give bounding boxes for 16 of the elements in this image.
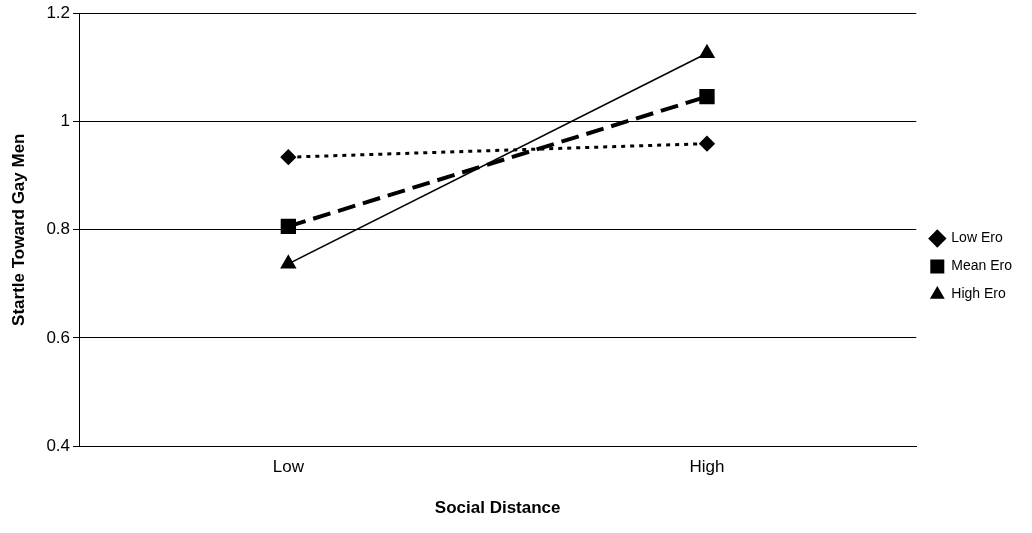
x-axis-title: Social Distance: [434, 498, 561, 518]
point: [280, 218, 297, 235]
x-tick-label: High: [689, 457, 725, 477]
point: [699, 88, 715, 105]
point: [699, 136, 715, 152]
legend-label: Mean Ero: [951, 257, 1013, 274]
y-tick-label: 0.4: [46, 435, 71, 455]
y-tick-label: 1.2: [46, 2, 71, 22]
legend-label: Low Ero: [951, 229, 1003, 246]
legend-label: High Ero: [951, 285, 1006, 302]
y-tick-label: 0.6: [46, 327, 71, 347]
x-tick-label: Low: [272, 457, 305, 477]
y-tick-label: 0.8: [46, 219, 71, 239]
point: [280, 149, 296, 165]
y-tick-label: 1: [60, 111, 71, 131]
y-axis-title: Startle Toward Gay Men: [8, 133, 28, 326]
